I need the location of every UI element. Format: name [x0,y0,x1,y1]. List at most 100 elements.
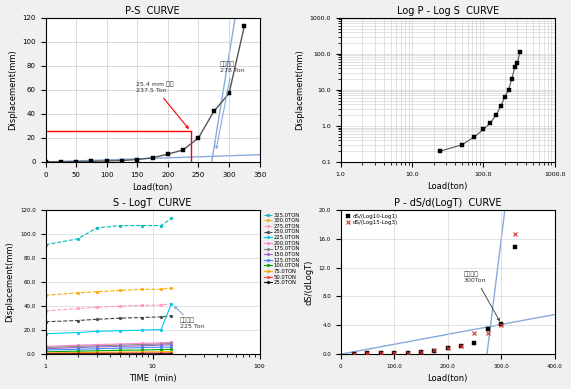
75.0TON [117,350,124,354]
dS/(Log15-Log3) [471,331,478,336]
25.0TON [117,352,124,356]
300.0TON [93,289,100,294]
75.0TON [139,350,146,354]
Line: 50.0TON: 50.0TON [44,351,173,355]
125.0TON [168,345,175,349]
Text: 항복하중
278 Ton: 항복하중 278 Ton [216,61,244,148]
dS/(Log10-Log1) [444,346,451,351]
250.0TON [74,318,81,323]
50.0TON [93,351,100,356]
100.0TON [139,348,146,352]
200.0TON [168,340,175,345]
25.0TON [42,352,49,356]
50.0TON [139,350,146,355]
dS/(Log10-Log1) [377,351,384,356]
dS/(Log10-Log1) [458,344,465,349]
275.0TON [139,303,146,308]
50.0TON [158,350,164,355]
dS/(Log10-Log1) [471,341,478,346]
175.0TON [158,342,164,346]
250.0TON [93,317,100,322]
150.0TON [158,343,164,347]
325.0TON [117,223,124,228]
275.0TON [74,306,81,311]
200.0TON [74,343,81,347]
150.0TON [74,345,81,350]
Line: dS/(Log15-Log3): dS/(Log15-Log3) [352,232,517,356]
125.0TON [93,347,100,351]
dS/(Log15-Log3) [431,347,438,352]
25.0TON [158,352,164,356]
175.0TON [139,342,146,347]
175.0TON [168,341,175,346]
Title: P - dS/d(LogT)  CURVE: P - dS/d(LogT) CURVE [394,198,501,208]
Line: 275.0TON: 275.0TON [44,302,173,312]
225.0TON [93,329,100,334]
275.0TON [158,303,164,307]
225.0TON [168,301,175,306]
X-axis label: TIME  (min): TIME (min) [129,375,176,384]
200.0TON [139,341,146,346]
175.0TON [93,343,100,348]
100.0TON [74,349,81,354]
Line: 325.0TON: 325.0TON [44,217,173,246]
Line: 25.0TON: 25.0TON [44,352,173,355]
Line: 175.0TON: 175.0TON [44,342,173,349]
250.0TON [158,315,164,319]
125.0TON [158,345,164,350]
dS/(Log10-Log1) [404,350,411,355]
Y-axis label: Displacement(mm): Displacement(mm) [6,242,14,322]
25.0TON [168,352,175,356]
75.0TON [74,350,81,355]
Y-axis label: dS/(dLogT): dS/(dLogT) [304,259,313,305]
dS/(Log10-Log1) [484,327,491,331]
Line: 300.0TON: 300.0TON [44,287,173,297]
dS/(Log10-Log1) [511,245,518,250]
200.0TON [42,344,49,349]
75.0TON [158,349,164,354]
dS/(Log10-Log1) [364,351,371,356]
275.0TON [93,305,100,310]
250.0TON [42,319,49,324]
150.0TON [117,344,124,349]
dS/(Log10-Log1) [391,351,397,356]
125.0TON [117,346,124,350]
dS/(Log10-Log1) [431,348,438,353]
50.0TON [117,351,124,356]
dS/(Log15-Log3) [511,231,518,236]
Title: P-S  CURVE: P-S CURVE [125,5,180,16]
225.0TON [42,331,49,336]
125.0TON [42,348,49,352]
75.0TON [42,350,49,355]
325.0TON [74,237,81,241]
100.0TON [93,349,100,353]
225.0TON [158,327,164,332]
Y-axis label: Displacement(mm): Displacement(mm) [295,49,304,130]
300.0TON [74,291,81,295]
Legend: dS/(Log10-Log1), dS/(Log15-Log3): dS/(Log10-Log1), dS/(Log15-Log3) [344,213,399,226]
Text: 항복하중
225 Ton: 항복하중 225 Ton [174,307,204,329]
225.0TON [74,330,81,335]
275.0TON [117,304,124,308]
dS/(Log15-Log3) [484,330,491,335]
175.0TON [74,344,81,349]
Line: 100.0TON: 100.0TON [44,348,173,353]
Line: dS/(Log10-Log1): dS/(Log10-Log1) [352,246,516,356]
dS/(Log15-Log3) [351,352,357,356]
Line: 125.0TON: 125.0TON [44,345,173,351]
275.0TON [42,308,49,313]
dS/(Log15-Log3) [444,345,451,350]
Line: 200.0TON: 200.0TON [44,341,173,348]
Title: S - LogT  CURVE: S - LogT CURVE [114,198,192,208]
dS/(Log15-Log3) [391,350,397,355]
300.0TON [42,293,49,298]
X-axis label: Load(ton): Load(ton) [428,182,468,191]
225.0TON [117,328,124,333]
75.0TON [93,350,100,355]
200.0TON [117,342,124,346]
275.0TON [168,301,175,306]
dS/(Log15-Log3) [364,351,371,356]
150.0TON [42,347,49,351]
325.0TON [93,226,100,230]
dS/(Log15-Log3) [458,343,465,348]
